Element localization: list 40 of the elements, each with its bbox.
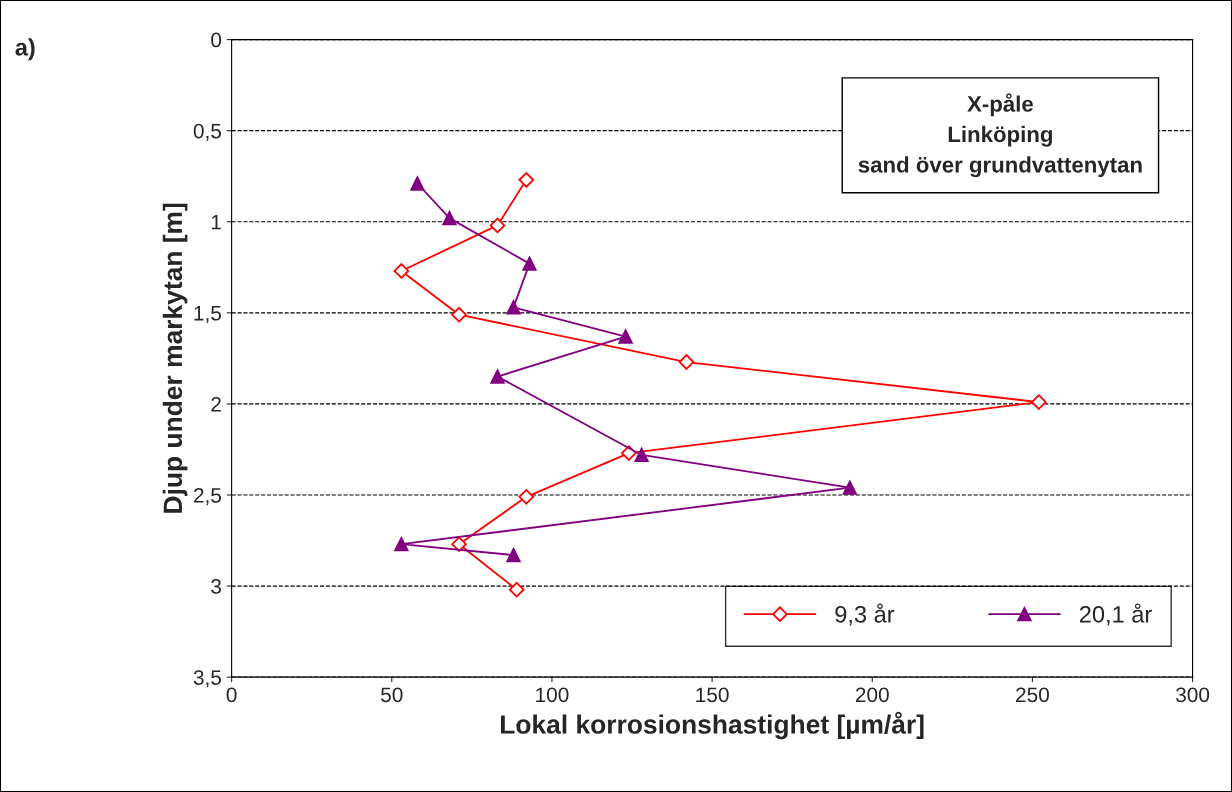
- point: [506, 300, 521, 315]
- y-tick-label: 1,5: [194, 306, 222, 324]
- text: a): [15, 38, 35, 61]
- point: [518, 489, 535, 505]
- x-axis-title: Lokal korrosionshastighet [µm/år]: [500, 711, 924, 740]
- annotation: X-påle Linköping sand över grundvattenytan: [858, 93, 1142, 178]
- y-tick-label: 0: [211, 32, 222, 48]
- x-tick-label: 100: [536, 687, 569, 703]
- y-tick-label: 2: [211, 396, 221, 412]
- point: [522, 256, 537, 271]
- point: [451, 536, 467, 552]
- y-tick-label: 0,5: [193, 123, 222, 141]
- y-tick-label: 2,5: [193, 488, 222, 506]
- point: [508, 581, 525, 598]
- point: [451, 306, 467, 323]
- x-tick-label: 50: [381, 687, 403, 703]
- point: [518, 172, 535, 188]
- point: [489, 217, 506, 234]
- point: [1031, 394, 1047, 410]
- point: [442, 210, 457, 226]
- point: [410, 176, 425, 191]
- legend-label: 20,1 år: [1079, 603, 1152, 626]
- legend-label: 9,3 år: [835, 603, 895, 626]
- x-tick-label: 300: [1175, 687, 1210, 703]
- y-tick-label: 3,5: [193, 670, 222, 688]
- x-tick-label: 0: [226, 687, 237, 703]
- y-axis-title: Djup under markytan [m]: [162, 203, 188, 513]
- point: [634, 447, 649, 463]
- point: [393, 263, 410, 279]
- point: [618, 329, 633, 344]
- point: [842, 480, 857, 495]
- x-tick-label: 250: [1016, 687, 1049, 703]
- y-tick-label: 3: [211, 579, 221, 594]
- y-tick-label: 1: [211, 214, 221, 230]
- point: [506, 547, 521, 563]
- point: [394, 537, 409, 552]
- point: [678, 354, 695, 370]
- x-tick-label: 150: [696, 687, 729, 703]
- point: [490, 369, 505, 384]
- x-tick-label: 200: [855, 687, 889, 703]
